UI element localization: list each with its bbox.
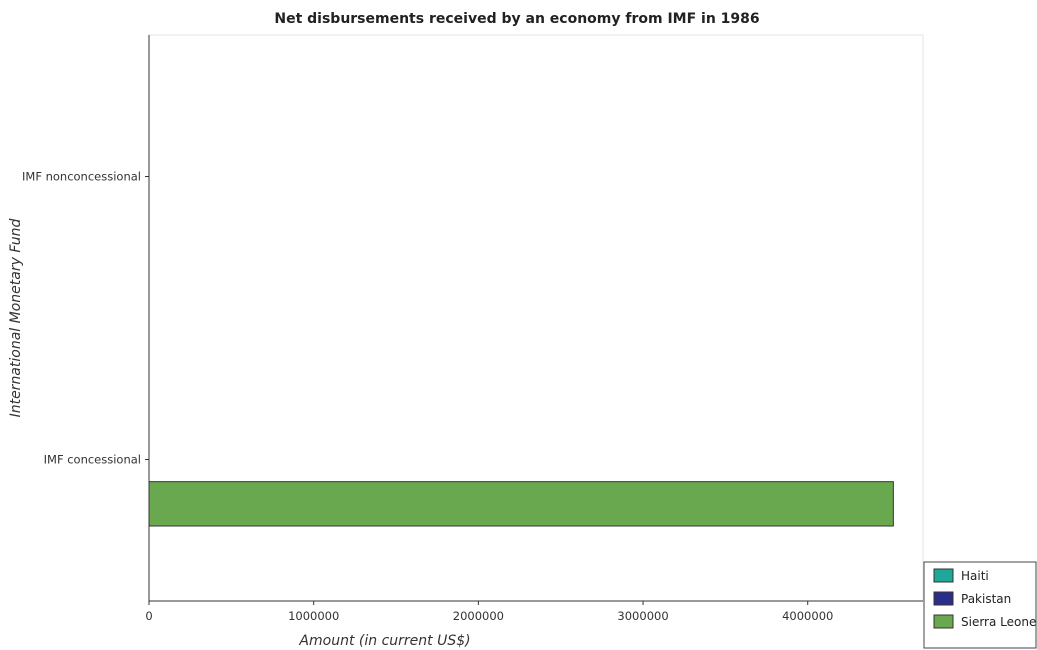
legend: Haiti Pakistan Sierra Leone <box>923 561 1037 649</box>
legend-swatch-pakistan <box>933 591 954 606</box>
chart-title: Net disbursements received by an economy… <box>274 11 759 27</box>
x-axis-label: Amount (in current US$) <box>298 633 470 649</box>
bars-group <box>148 481 894 527</box>
x-tick-label: 3000000 <box>617 609 668 623</box>
x-tick-label: 1000000 <box>288 609 339 623</box>
x-tick-label: 4000000 <box>782 609 833 623</box>
legend-label-haiti: Haiti <box>961 569 989 583</box>
y-tick-label: IMF concessional <box>44 453 141 467</box>
bar-sierra-leone-0 <box>148 481 894 527</box>
x-tick-label: 2000000 <box>453 609 504 623</box>
legend-swatch-sierra-leone <box>933 614 954 629</box>
y-tick-label: IMF nonconcessional <box>22 170 141 184</box>
y-axis-label: International Monetary Fund <box>8 218 24 417</box>
x-tick-label: 0 <box>145 609 152 623</box>
legend-swatch-haiti <box>933 568 954 583</box>
x-ticks-group: 0 1000000 2000000 3000000 4000000 <box>145 601 833 623</box>
y-ticks-group: IMF concessional IMF nonconcessional <box>22 170 149 467</box>
legend-label-pakistan: Pakistan <box>961 592 1011 606</box>
legend-label-sierra-leone: Sierra Leone <box>961 615 1036 629</box>
